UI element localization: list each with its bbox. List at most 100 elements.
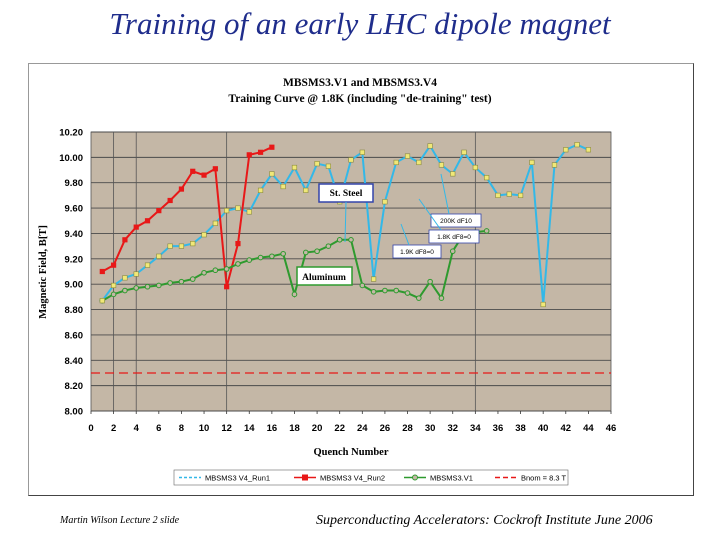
v1-point — [201, 269, 207, 276]
annotation-notes: 200K dF10 1.8K dF8=0 1.9K dF8=0 — [392, 173, 482, 259]
run1-point — [359, 149, 365, 155]
svg-text:200K dF10: 200K dF10 — [440, 218, 472, 225]
v1-point — [483, 228, 490, 234]
run1-point — [461, 149, 467, 155]
chart-title: MBSMS3.V1 and MBSMS3.V4 — [283, 77, 437, 89]
run2-point — [190, 168, 196, 174]
run2-point — [122, 237, 128, 243]
x-tick-label: 42 — [560, 423, 571, 434]
gridlines — [90, 131, 612, 414]
x-tick-label: 28 — [402, 423, 413, 434]
run2-point — [224, 284, 230, 290]
v1-point — [144, 283, 151, 290]
x-tick-labels: 0 2 4 6 8 10 12 14 16 18 20 22 24 26 28 30 32 34 36 38 40 42 4… — [88, 423, 616, 434]
footer-author: Martin Wilson Lecture 2 slide — [60, 515, 180, 526]
run1-point — [529, 159, 535, 166]
v1-point — [178, 278, 185, 285]
run1-point — [517, 192, 524, 199]
run1-point — [99, 298, 105, 304]
y-tick-label: 8.40 — [65, 356, 84, 367]
run1-point — [280, 183, 286, 190]
run1-point — [506, 191, 512, 197]
y-tick-label: 8.00 — [65, 407, 84, 418]
v1-point — [438, 295, 445, 301]
v1-point — [382, 287, 388, 294]
x-tick-label: 14 — [244, 423, 255, 434]
v1-point — [235, 261, 241, 267]
svg-text:MBSMS3 V4_Run1: MBSMS3 V4_Run1 — [205, 474, 270, 483]
run1-point — [224, 208, 230, 214]
svg-text:MBSMS3.V1: MBSMS3.V1 — [430, 474, 473, 483]
run1-point — [201, 232, 207, 238]
svg-text:Aluminum: Aluminum — [302, 273, 346, 283]
footer-course: Superconducting Accelerators: Cockroft I… — [316, 513, 653, 528]
y-tick-label: 8.60 — [65, 330, 84, 341]
run2-point — [167, 197, 173, 204]
v1-point — [291, 291, 298, 298]
y-tick-label: 9.40 — [65, 229, 84, 240]
run1-point — [393, 159, 399, 166]
run1-point — [314, 161, 320, 167]
legend-item-run2: MBSMS3 V4_Run2 — [294, 474, 385, 483]
run1-point — [404, 153, 411, 159]
svg-text:1.8K dF8=0: 1.8K dF8=0 — [437, 234, 471, 241]
run1-point — [167, 243, 173, 249]
run1-point — [111, 282, 117, 289]
y-tick-label: 8.80 — [65, 305, 84, 316]
x-tick-label: 24 — [357, 423, 368, 434]
run2-point — [99, 268, 105, 275]
x-tick-label: 36 — [493, 423, 504, 434]
run1-point — [303, 187, 309, 193]
v1-point — [302, 249, 309, 256]
x-tick-label: 22 — [334, 423, 345, 434]
v1-point — [348, 236, 354, 243]
x-tick-label: 32 — [447, 423, 458, 434]
v1-point — [404, 290, 411, 296]
training-curve-chart: MBSMS3.V1 and MBSMS3.V4 Training Curve @… — [38, 77, 616, 486]
annotation-aluminum: Aluminum — [296, 266, 353, 286]
run1-point — [122, 275, 128, 281]
v1-point — [257, 254, 264, 261]
v1-point — [359, 282, 366, 289]
x-tick-label: 8 — [179, 423, 184, 434]
run1-point — [212, 220, 218, 226]
v1-point — [314, 248, 320, 255]
v1-point — [167, 280, 173, 286]
run1-point — [371, 276, 377, 282]
run1-point — [540, 301, 546, 308]
run2-point — [178, 186, 185, 192]
v1-point — [189, 276, 196, 282]
v1-point — [280, 250, 286, 257]
y-axis-label: Magnetic Field, B[T] — [38, 225, 49, 319]
svg-text:Bnom = 8.3 T: Bnom = 8.3 T — [521, 474, 567, 483]
x-tick-label: 10 — [199, 423, 210, 434]
v1-point — [212, 267, 219, 274]
y-tick-label: 9.00 — [65, 280, 84, 291]
run1-point — [495, 192, 501, 199]
run2-point — [111, 262, 117, 268]
slide-title: Training of an early LHC dipole magnet — [109, 6, 611, 41]
x-tick-label: 2 — [111, 423, 116, 434]
run1-point — [235, 205, 241, 211]
legend-item-v1: MBSMS3.V1 — [404, 474, 473, 483]
run1-point — [133, 271, 139, 277]
v1-point — [223, 266, 230, 272]
y-tick-label: 8.20 — [65, 381, 84, 392]
run1-point — [325, 163, 331, 169]
run1-point — [257, 187, 264, 193]
x-tick-label: 40 — [538, 423, 549, 434]
x-tick-label: 26 — [380, 423, 391, 434]
run2-point — [201, 172, 207, 178]
chart-legend: MBSMS3 V4_Run1 MBSMS3 V4_Run2 MBSMS3.V1 … — [173, 469, 569, 486]
svg-text:St. Steel: St. Steel — [330, 189, 363, 199]
x-tick-label: 12 — [221, 423, 232, 434]
x-tick-label: 4 — [134, 423, 140, 434]
v1-point — [325, 243, 332, 249]
run2-point — [133, 224, 139, 230]
v1-point — [449, 248, 456, 255]
run1-point — [246, 209, 252, 215]
v1-point — [370, 288, 377, 295]
run1-point — [269, 171, 275, 177]
x-tick-label: 18 — [289, 423, 300, 434]
y-tick-label: 9.20 — [65, 254, 84, 265]
